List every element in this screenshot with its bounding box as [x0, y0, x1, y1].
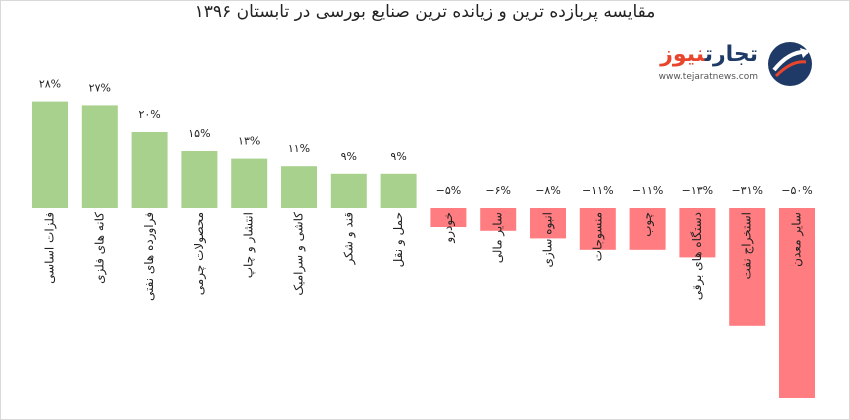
bar-1 — [32, 101, 68, 208]
bar-9 — [430, 208, 467, 227]
bar-11 — [530, 208, 566, 239]
tejarat-news-logo: تجارتنیوز www.tejaratnews.com — [655, 38, 820, 94]
value-label-14: −۱۳% — [682, 184, 714, 197]
category-label-14: دستگاه های برقی — [690, 212, 705, 300]
value-label-10: −۶% — [485, 184, 511, 197]
category-label-1: فلزات اساسی — [43, 212, 58, 284]
value-label-1: ۲۸% — [39, 78, 61, 91]
category-label-10: سایر مالی — [491, 212, 506, 263]
chart-title: مقایسه پربازده ترین و زیانده ترین صنایع … — [194, 2, 656, 22]
value-label-9: −۵% — [436, 184, 462, 197]
category-label-16: سایر معدن — [790, 212, 805, 267]
category-label-9: خودرو — [441, 212, 456, 244]
bar-13 — [629, 208, 666, 250]
logo-wordmark: تجارتنیوز — [660, 38, 758, 72]
category-label-3: فراورده های نفتی — [142, 212, 157, 301]
category-label-8: حمل و نقل — [391, 212, 406, 267]
bar-6 — [281, 166, 317, 208]
bar-14 — [679, 208, 716, 258]
bar-4 — [181, 151, 218, 208]
value-label-6: ۱۱% — [288, 142, 310, 155]
value-label-11: −۸% — [535, 184, 561, 197]
bar-2 — [81, 105, 118, 208]
category-label-2: کانه های فلزی — [92, 212, 107, 284]
value-label-8: ۹% — [390, 150, 406, 163]
logo-globe-icon — [768, 42, 812, 86]
category-label-15: استخراج نفت — [740, 212, 755, 279]
bar-12 — [579, 208, 616, 250]
category-label-4: محصولات چرمی — [192, 212, 207, 295]
value-label-15: −۳۱% — [731, 184, 763, 197]
value-label-4: ۱۵% — [188, 127, 210, 140]
category-label-7: قند و شکر — [341, 212, 356, 265]
value-label-16: −۵۰% — [781, 184, 813, 197]
value-label-12: −۱۱% — [582, 184, 614, 197]
logo-url: www.tejaratnews.com — [658, 72, 758, 82]
category-label-12: منسوجات — [590, 212, 605, 261]
category-label-5: انتشار و چاپ — [242, 212, 257, 278]
value-label-7: ۹% — [341, 150, 357, 163]
category-label-11: انبوه سازی — [541, 212, 556, 268]
category-label-6: کاشی و سرامیک — [292, 212, 307, 296]
value-label-13: −۱۱% — [632, 184, 664, 197]
logo-word-part1: تجارت — [704, 42, 758, 67]
value-label-2: ۲۷% — [89, 81, 111, 94]
bar-8 — [380, 173, 417, 208]
bar-5 — [231, 158, 268, 208]
bar-7 — [330, 173, 367, 208]
value-label-3: ۲۰% — [138, 108, 160, 121]
logo-word-part2: نیوز — [660, 42, 705, 67]
category-label-13: چوب — [640, 212, 655, 237]
bar-15 — [729, 208, 766, 326]
bar-3 — [131, 132, 168, 208]
bar-16 — [779, 208, 815, 398]
value-label-5: ۱۳% — [238, 135, 260, 148]
bar-10 — [480, 208, 517, 231]
